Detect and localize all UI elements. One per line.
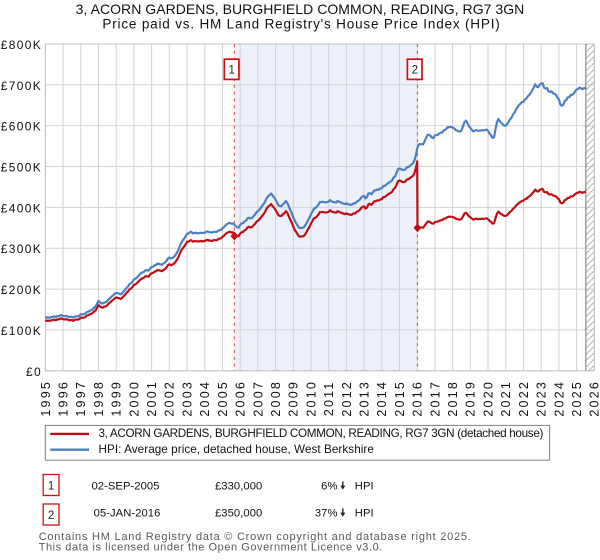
- svg-text:2010: 2010: [304, 380, 318, 417]
- svg-text:£300K: £300K: [1, 242, 42, 256]
- svg-text:2025: 2025: [570, 380, 584, 417]
- svg-text:£350,000: £350,000: [215, 508, 262, 520]
- svg-text:2004: 2004: [198, 380, 212, 417]
- svg-text:3, ACORN GARDENS, BURGHFIELD C: 3, ACORN GARDENS, BURGHFIELD COMMON, REA…: [76, 1, 525, 17]
- svg-text:£600K: £600K: [1, 120, 42, 134]
- svg-text:2016: 2016: [411, 380, 425, 417]
- svg-text:2020: 2020: [481, 380, 495, 417]
- svg-text:2006: 2006: [234, 380, 248, 417]
- svg-text:HPI: HPI: [355, 508, 374, 520]
- svg-text:05-JAN-2016: 05-JAN-2016: [94, 508, 161, 520]
- svg-text:2017: 2017: [428, 380, 442, 417]
- svg-text:HPI: HPI: [355, 481, 374, 493]
- svg-text:1: 1: [228, 65, 234, 77]
- svg-text:02-SEP-2005: 02-SEP-2005: [91, 481, 159, 493]
- svg-text:2007: 2007: [251, 380, 265, 417]
- svg-text:2015: 2015: [393, 380, 407, 417]
- svg-text:2026: 2026: [588, 380, 600, 417]
- svg-text:2008: 2008: [269, 380, 283, 417]
- svg-text:1996: 1996: [57, 380, 71, 417]
- svg-text:2013: 2013: [358, 380, 372, 417]
- svg-text:1998: 1998: [92, 380, 106, 417]
- svg-text:6%: 6%: [321, 481, 337, 493]
- svg-text:2: 2: [48, 510, 54, 522]
- svg-text:2005: 2005: [216, 380, 230, 417]
- svg-text:37%: 37%: [315, 508, 338, 520]
- svg-text:£500K: £500K: [1, 161, 42, 175]
- svg-text:2023: 2023: [535, 380, 549, 417]
- svg-text:3, ACORN GARDENS, BURGHFIELD C: 3, ACORN GARDENS, BURGHFIELD COMMON, REA…: [99, 427, 544, 440]
- svg-text:1999: 1999: [110, 380, 124, 417]
- svg-text:2: 2: [412, 65, 418, 77]
- svg-text:1997: 1997: [74, 380, 88, 417]
- svg-text:2001: 2001: [145, 380, 159, 417]
- svg-text:2014: 2014: [375, 380, 389, 417]
- svg-text:£330,000: £330,000: [215, 481, 262, 493]
- svg-text:£200K: £200K: [1, 283, 42, 297]
- svg-text:2011: 2011: [322, 380, 336, 416]
- svg-text:This data is licensed under th: This data is licensed under the Open Gov…: [39, 541, 383, 553]
- svg-text:1: 1: [48, 481, 54, 493]
- svg-text:2022: 2022: [517, 380, 531, 417]
- svg-text:£0: £0: [26, 365, 42, 379]
- svg-text:2009: 2009: [287, 380, 301, 417]
- svg-text:2018: 2018: [446, 380, 460, 417]
- svg-text:2002: 2002: [163, 380, 177, 417]
- svg-text:2000: 2000: [127, 380, 141, 417]
- svg-text:£800K: £800K: [1, 38, 42, 52]
- svg-text:£400K: £400K: [1, 201, 42, 215]
- svg-text:2012: 2012: [340, 380, 354, 417]
- svg-text:Price paid vs. HM Land Registr: Price paid vs. HM Land Registry's House …: [102, 17, 500, 32]
- svg-text:1995: 1995: [39, 380, 53, 417]
- svg-text:2019: 2019: [464, 380, 478, 417]
- svg-text:£700K: £700K: [1, 79, 42, 93]
- svg-text:Contains HM Land Registry data: Contains HM Land Registry data © Crown c…: [39, 531, 472, 543]
- svg-text:2021: 2021: [499, 380, 513, 417]
- svg-text:£100K: £100K: [1, 324, 42, 338]
- svg-text:HPI: Average price, detached h: HPI: Average price, detached house, West…: [99, 443, 374, 456]
- svg-text:2003: 2003: [180, 380, 194, 417]
- svg-text:2024: 2024: [552, 380, 566, 417]
